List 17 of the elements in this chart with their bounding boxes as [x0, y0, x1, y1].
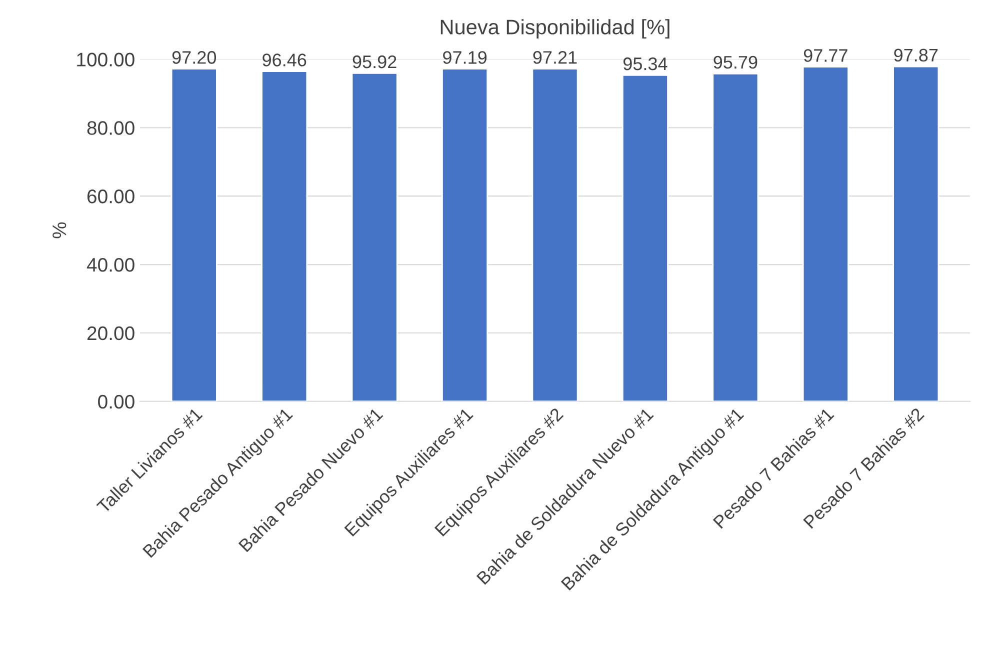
- y-tick-label: 100.00: [77, 52, 134, 66]
- y-axis-title: %: [52, 222, 66, 238]
- y-tick-label: 60.00: [87, 190, 134, 204]
- data-label: 97.21: [533, 51, 577, 64]
- y-tick-label: 40.00: [86, 258, 134, 272]
- data-label: 97.87: [894, 48, 938, 62]
- data-label: 97.19: [443, 51, 487, 64]
- data-label: 95.34: [623, 57, 668, 70]
- data-label: 97.77: [804, 49, 848, 62]
- data-label: 95.92: [352, 55, 396, 68]
- y-tick-label: 0.00: [98, 394, 134, 409]
- y-tick-label: 80.00: [87, 121, 134, 135]
- y-tick-label: 20.00: [87, 326, 134, 340]
- chart-title: Nueva Disponibilidad [%]: [440, 19, 670, 39]
- data-label: 95.79: [714, 56, 758, 69]
- data-label: 97.20: [172, 51, 216, 64]
- data-label: 96.46: [262, 54, 306, 66]
